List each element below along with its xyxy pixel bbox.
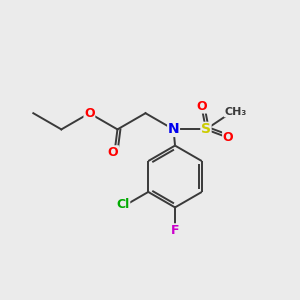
- Text: O: O: [223, 131, 233, 144]
- Text: F: F: [171, 224, 179, 237]
- Text: O: O: [108, 146, 118, 159]
- Text: CH₃: CH₃: [224, 107, 247, 117]
- Text: Cl: Cl: [116, 198, 130, 211]
- Text: N: N: [168, 122, 179, 136]
- Text: O: O: [84, 107, 95, 120]
- Text: O: O: [196, 100, 207, 113]
- Text: S: S: [201, 122, 211, 136]
